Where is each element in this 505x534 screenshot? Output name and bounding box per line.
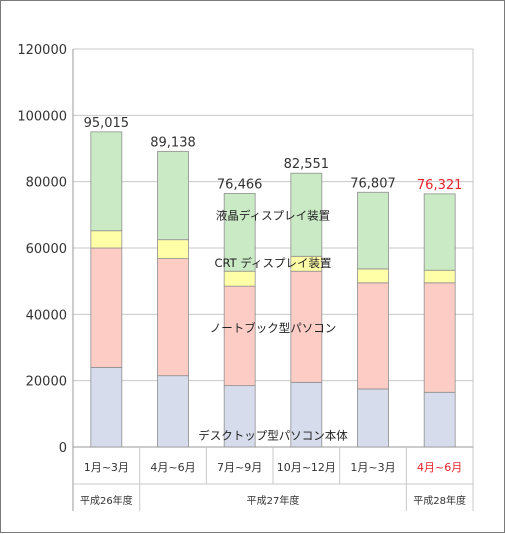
y-tick-label: 20000 xyxy=(26,375,67,390)
bar-segment-1 xyxy=(357,388,389,448)
x-tick-label: 4月~6月 xyxy=(417,461,462,474)
x-tick-label: 1月~3月 xyxy=(350,461,395,474)
y-tick-label: 80000 xyxy=(26,176,67,191)
period-label: 平成28年度 xyxy=(413,494,466,507)
series-inline-label: 液晶ディスプレイ装置 xyxy=(216,209,330,223)
x-tick-label: 4月~6月 xyxy=(150,461,195,474)
bar-total-label: 82,551 xyxy=(284,157,330,172)
x-tick-label: 10月~12月 xyxy=(277,461,336,474)
y-tick-label: 40000 xyxy=(26,308,67,323)
bar-segment-4 xyxy=(290,172,323,257)
period-label: 平成27年度 xyxy=(247,494,300,507)
bar-segment-3 xyxy=(223,270,256,287)
bar-segment-1 xyxy=(423,391,456,448)
period-label: 平成26年度 xyxy=(80,494,133,507)
bar-total-label: 76,807 xyxy=(350,176,396,191)
bar-segment-3 xyxy=(423,269,456,284)
bar-segment-4 xyxy=(90,131,123,232)
bar-total-label: 89,138 xyxy=(150,135,196,150)
bar-segment-2 xyxy=(290,270,323,383)
bar-segment-2 xyxy=(90,247,123,368)
bar-segment-3 xyxy=(357,268,389,284)
bar-segment-1 xyxy=(90,366,123,448)
series-inline-label: デスクトップ型パソコン本体 xyxy=(198,429,348,443)
y-tick-label: 100000 xyxy=(17,109,67,124)
bar-total-label: 95,015 xyxy=(84,116,130,131)
bar-total-label: 76,321 xyxy=(417,178,463,193)
bar-segment-4 xyxy=(423,193,456,271)
bar-segment-2 xyxy=(223,285,256,387)
y-tick-label: 0 xyxy=(59,441,67,456)
bar-segment-2 xyxy=(357,282,389,390)
x-tick-label: 1月~3月 xyxy=(84,461,129,474)
bar-segment-3 xyxy=(157,239,189,260)
y-tick-label: 60000 xyxy=(26,242,67,257)
bar-segment-4 xyxy=(357,191,389,270)
y-tick-label: 120000 xyxy=(17,43,67,58)
bar-segment-1 xyxy=(290,381,323,448)
bar-segment-2 xyxy=(423,282,456,393)
bar-segment-1 xyxy=(223,385,256,448)
bar-segment-3 xyxy=(90,230,123,249)
bar-segment-1 xyxy=(157,375,189,448)
bar-total-label: 76,466 xyxy=(217,177,263,192)
x-tick-label: 7月~9月 xyxy=(217,461,262,474)
bar-segment-2 xyxy=(157,258,189,377)
series-inline-label: ノートブック型パソコン xyxy=(210,321,337,335)
series-inline-label: CRT ディスプレイ装置 xyxy=(214,256,331,270)
bar-segment-4 xyxy=(157,150,189,241)
bar-segment-4 xyxy=(223,192,256,272)
